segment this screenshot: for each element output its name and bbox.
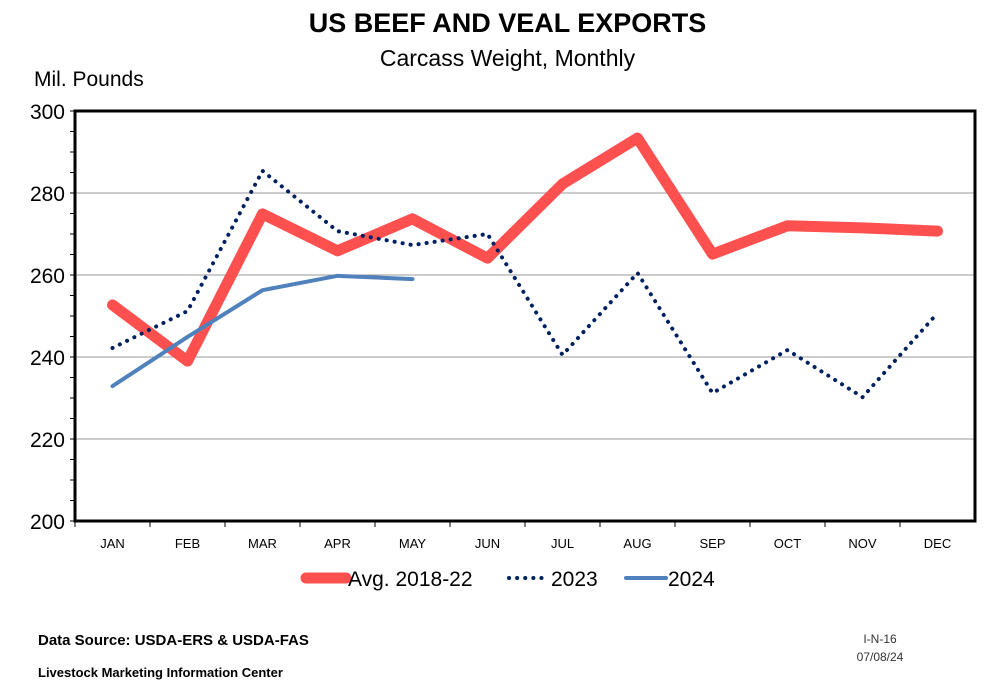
x-tick-label: NOV bbox=[848, 536, 877, 551]
x-tick-label: MAR bbox=[248, 536, 277, 551]
series-line-2023 bbox=[110, 168, 940, 400]
series-line-Avg. 2018-22 bbox=[107, 132, 943, 367]
y-tick-label: 260 bbox=[30, 265, 65, 288]
chart-subtitle: Carcass Weight, Monthly bbox=[379, 45, 636, 71]
y-tick-label: 280 bbox=[30, 183, 65, 206]
x-tick-label: AUG bbox=[623, 536, 651, 551]
x-tick-label: SEP bbox=[699, 536, 725, 551]
y-tick-label: 200 bbox=[30, 511, 65, 534]
chart-title: US BEEF AND VEAL EXPORTS bbox=[308, 8, 707, 38]
y-axis-label: Mil. Pounds bbox=[34, 68, 144, 91]
y-tick-label: 300 bbox=[30, 101, 65, 124]
legend-label: 2024 bbox=[668, 568, 715, 591]
x-tick-label: FEB bbox=[175, 536, 200, 551]
chart-date: 07/08/24 bbox=[856, 650, 904, 664]
line-chart: 200 220 240 260 280 300 JAN FEB MAR APR MAY JUN JUL A… bbox=[30, 101, 977, 591]
series-line-2024 bbox=[110, 273, 415, 389]
x-tick-label: JUL bbox=[551, 536, 574, 551]
chart-code: I-N-16 bbox=[863, 632, 897, 646]
x-tick-label: JAN bbox=[100, 536, 125, 551]
x-tick-label: JUN bbox=[475, 536, 500, 551]
x-tick-label: APR bbox=[324, 536, 351, 551]
legend-label: 2023 bbox=[551, 568, 598, 591]
y-tick-label: 220 bbox=[30, 429, 65, 452]
plot-border bbox=[73, 109, 977, 523]
organization: Livestock Marketing Information Center bbox=[38, 665, 283, 680]
x-tick-label: DEC bbox=[924, 536, 951, 551]
x-tick-label: MAY bbox=[399, 536, 427, 551]
y-tick-label: 240 bbox=[30, 347, 65, 370]
data-source: Data Source: USDA-ERS & USDA-FAS bbox=[38, 632, 309, 649]
legend-label: Avg. 2018-22 bbox=[348, 568, 473, 591]
x-tick-label: OCT bbox=[774, 536, 802, 551]
